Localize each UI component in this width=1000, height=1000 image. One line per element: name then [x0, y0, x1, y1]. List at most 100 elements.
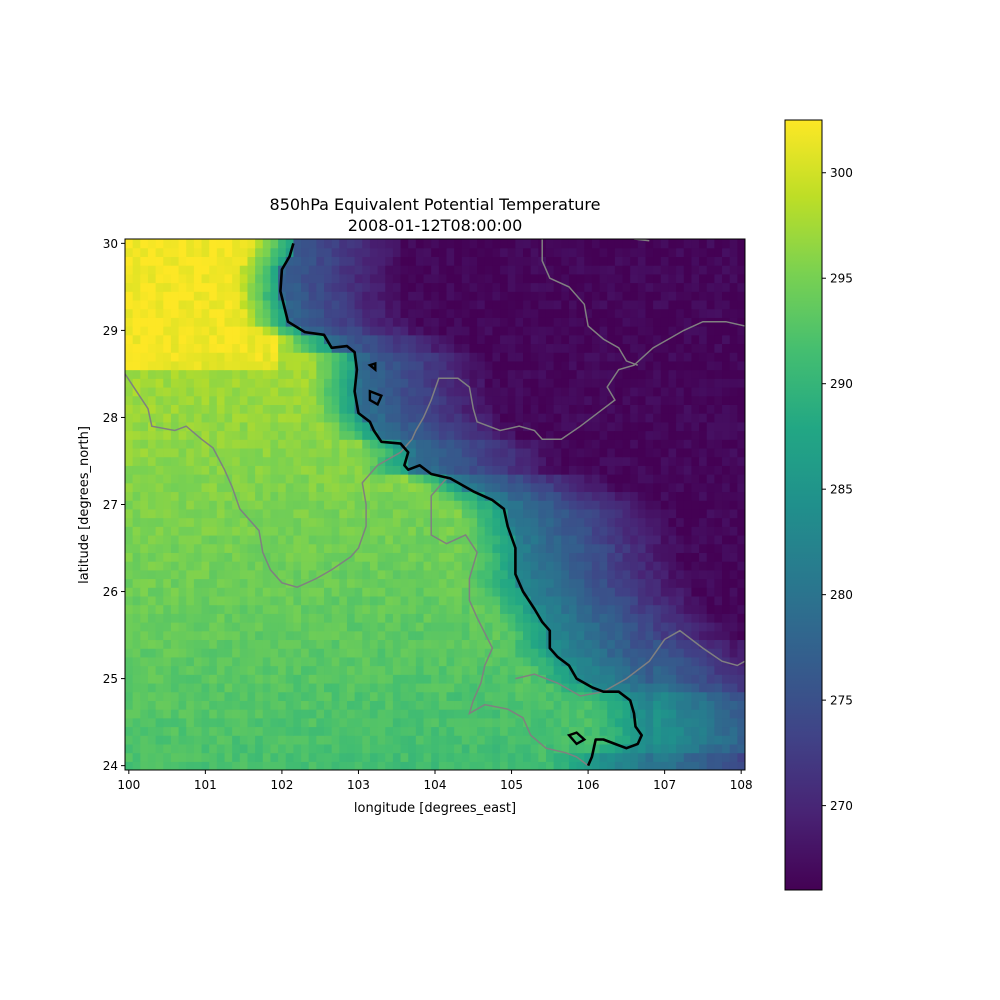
heatmap-cell: [699, 526, 708, 536]
heatmap-cell: [630, 308, 639, 318]
heatmap-cell: [163, 395, 172, 405]
heatmap-cell: [193, 413, 203, 423]
heatmap-cell: [369, 360, 379, 371]
heatmap-cell: [737, 595, 745, 606]
heatmap-cell: [691, 447, 700, 458]
heatmap-cell: [186, 413, 195, 423]
heatmap-cell: [132, 752, 141, 762]
heatmap-cell: [431, 761, 440, 770]
heatmap-cell: [484, 578, 493, 588]
heatmap-cell: [530, 282, 539, 292]
heatmap-cell: [285, 326, 294, 336]
heatmap-cell: [324, 299, 333, 310]
heatmap-cell: [385, 474, 394, 484]
heatmap-cell: [553, 378, 562, 388]
heatmap-cell: [324, 517, 333, 527]
heatmap-cell: [247, 326, 256, 336]
heatmap-cell: [232, 317, 241, 327]
heatmap-cell: [729, 656, 738, 667]
heatmap-cell: [691, 265, 700, 275]
heatmap-cell: [140, 273, 149, 284]
heatmap-cell: [729, 543, 738, 553]
heatmap-cell: [561, 743, 570, 754]
heatmap-cell: [140, 299, 149, 310]
heatmap-cell: [461, 682, 471, 693]
heatmap-cell: [193, 239, 203, 249]
heatmap-cell: [676, 378, 685, 388]
heatmap-cell: [722, 430, 731, 440]
heatmap-cell: [545, 482, 555, 493]
heatmap-cell: [737, 247, 745, 257]
heatmap-cell: [354, 682, 363, 693]
heatmap-cell: [653, 752, 662, 762]
heatmap-cell: [637, 691, 647, 701]
heatmap-cell: [530, 421, 539, 432]
heatmap-cell: [301, 508, 310, 519]
heatmap-cell: [377, 595, 386, 606]
heatmap-cell: [316, 595, 325, 606]
heatmap-cell: [392, 265, 402, 275]
heatmap-cell: [232, 665, 241, 675]
heatmap-cell: [607, 334, 616, 345]
heatmap-cell: [607, 543, 616, 553]
heatmap-cell: [607, 430, 616, 440]
heatmap-cell: [155, 526, 164, 536]
heatmap-cell: [431, 648, 440, 658]
heatmap-cell: [331, 334, 340, 345]
heatmap-cell: [699, 587, 708, 597]
heatmap-cell: [561, 378, 570, 388]
heatmap-cell: [285, 343, 294, 353]
heatmap-cell: [645, 265, 654, 275]
heatmap-cell: [193, 334, 203, 345]
heatmap-cell: [477, 517, 486, 527]
heatmap-cell: [331, 386, 340, 397]
heatmap-cell: [729, 439, 738, 449]
heatmap-cell: [706, 595, 715, 606]
heatmap-cell: [500, 482, 509, 493]
heatmap-cell: [676, 352, 685, 362]
heatmap-cell: [201, 578, 210, 588]
heatmap-cell: [737, 622, 745, 632]
heatmap-cell: [362, 674, 371, 684]
heatmap-cell: [714, 613, 723, 623]
heatmap-cell: [377, 317, 386, 327]
heatmap-cell: [140, 386, 149, 397]
heatmap-cell: [530, 456, 539, 466]
heatmap-cell: [431, 291, 440, 301]
heatmap-cell: [568, 404, 578, 414]
heatmap-cell: [637, 360, 647, 371]
heatmap-cell: [193, 578, 203, 588]
heatmap-cell: [454, 648, 463, 658]
heatmap-cell: [706, 282, 715, 292]
heatmap-cell: [584, 456, 593, 466]
heatmap-cell: [461, 561, 471, 571]
heatmap-cell: [553, 239, 562, 249]
heatmap-cell: [216, 709, 226, 719]
x-tick-label: 104: [424, 778, 447, 792]
heatmap-cell: [270, 743, 279, 754]
heatmap-cell: [645, 613, 654, 623]
heatmap-cell: [431, 352, 440, 362]
heatmap-cell: [691, 604, 700, 614]
heatmap-cell: [591, 604, 601, 614]
heatmap-cell: [622, 717, 631, 728]
heatmap-cell: [186, 326, 195, 336]
heatmap-cell: [247, 474, 256, 484]
heatmap-cell: [446, 334, 455, 345]
heatmap-cell: [170, 700, 180, 710]
heatmap-cell: [461, 674, 471, 684]
heatmap-cell: [591, 648, 601, 658]
heatmap-cell: [301, 735, 310, 745]
heatmap-cell: [668, 430, 677, 440]
heatmap-cell: [668, 508, 677, 519]
heatmap-cell: [285, 639, 294, 649]
heatmap-cell: [492, 604, 501, 614]
heatmap-cell: [660, 317, 670, 327]
heatmap-cell: [653, 587, 662, 597]
heatmap-cell: [668, 265, 677, 275]
heatmap-cell: [737, 674, 745, 684]
heatmap-cell: [239, 474, 249, 484]
heatmap-cell: [147, 752, 157, 762]
heatmap-cell: [278, 430, 287, 440]
heatmap-cell: [377, 648, 386, 658]
